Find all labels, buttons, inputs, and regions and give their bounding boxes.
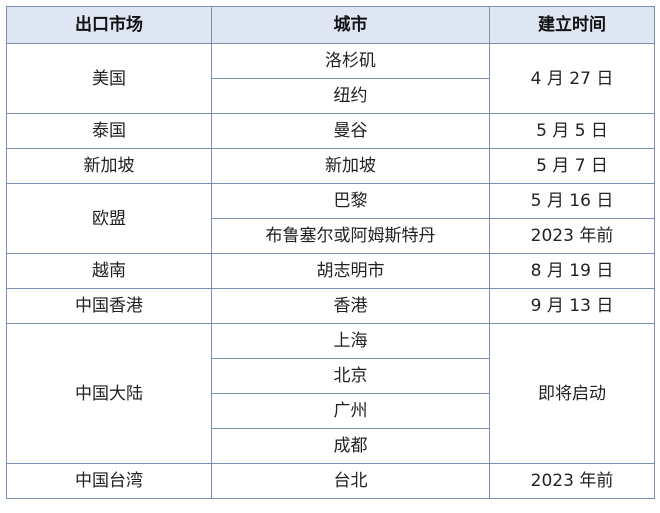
time-cell: 即将启动 [489,323,655,464]
header-market: 出口市场 [6,6,212,44]
time-cell: 9 月 13 日 [489,288,655,324]
city-cell: 广州 [211,393,490,429]
city-cell: 布鲁塞尔或阿姆斯特丹 [211,218,490,254]
table-row: 广州 [7,393,655,429]
table-row: 泰国 曼谷 5 月 5 日 [6,113,655,149]
city-cell: 北京 [211,358,490,394]
table-row: 新加坡 新加坡 5 月 7 日 [6,148,655,184]
table-row: 纽约 [7,78,655,114]
table-row: 欧盟 巴黎 5 月 16 日 [6,183,655,254]
header-established-time: 建立时间 [489,6,655,44]
city-cell: 曼谷 [211,113,490,149]
table-row: 美国 洛杉矶 4 月 27 日 [6,43,655,114]
header-city: 城市 [211,6,490,44]
market-cell: 新加坡 [6,148,212,184]
export-market-table: 出口市场 城市 建立时间 美国 洛杉矶 4 月 27 日 纽约 泰国 曼谷 5 … [6,6,655,499]
market-cell: 中国香港 [6,288,212,324]
table-row: 中国大陆 上海 即将启动 [6,323,655,464]
city-cell: 新加坡 [211,148,490,184]
time-cell: 2023 年前 [489,218,655,254]
city-cell: 纽约 [211,78,490,114]
city-cell: 巴黎 [211,183,490,219]
city-cell: 胡志明市 [211,253,490,289]
city-cell: 上海 [211,323,490,359]
table-row: 中国香港 香港 9 月 13 日 [6,288,655,324]
table-row: 北京 [7,358,655,394]
market-cell: 中国大陆 [6,323,212,464]
table-row: 布鲁塞尔或阿姆斯特丹 2023 年前 [7,218,655,254]
market-cell: 泰国 [6,113,212,149]
market-cell: 越南 [6,253,212,289]
city-cell: 成都 [211,428,490,464]
time-cell: 5 月 5 日 [489,113,655,149]
city-cell: 洛杉矶 [211,43,490,79]
market-cell: 中国台湾 [6,463,212,499]
market-cell: 欧盟 [6,183,212,254]
table-row: 中国台湾 台北 2023 年前 [6,463,655,499]
table-row: 越南 胡志明市 8 月 19 日 [6,253,655,289]
time-cell: 5 月 16 日 [489,183,655,219]
market-cell: 美国 [6,43,212,114]
time-cell: 5 月 7 日 [489,148,655,184]
city-cell: 香港 [211,288,490,324]
time-cell: 8 月 19 日 [489,253,655,289]
city-cell: 台北 [211,463,490,499]
time-cell: 4 月 27 日 [489,43,655,114]
table-header-row: 出口市场 城市 建立时间 [6,6,655,44]
table-row: 成都 [7,428,655,464]
time-cell: 2023 年前 [489,463,655,499]
